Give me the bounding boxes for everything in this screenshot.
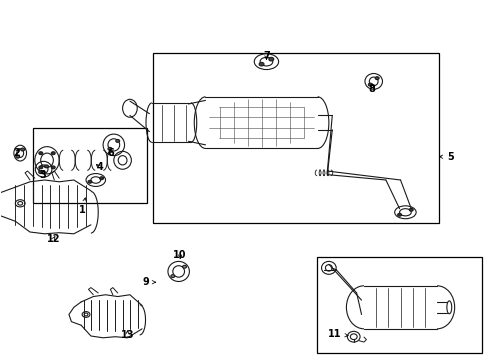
Ellipse shape xyxy=(367,83,371,86)
Ellipse shape xyxy=(259,62,264,66)
Ellipse shape xyxy=(170,275,174,278)
Text: 11: 11 xyxy=(327,329,347,339)
Ellipse shape xyxy=(100,177,103,180)
Text: 2: 2 xyxy=(13,148,20,158)
Text: 9: 9 xyxy=(142,277,155,287)
Text: 1: 1 xyxy=(79,198,86,216)
Ellipse shape xyxy=(16,155,20,158)
Ellipse shape xyxy=(39,171,42,174)
Text: 5: 5 xyxy=(439,152,453,162)
Text: 12: 12 xyxy=(46,234,60,244)
Ellipse shape xyxy=(408,208,412,211)
Ellipse shape xyxy=(374,77,378,80)
Ellipse shape xyxy=(39,166,42,169)
Ellipse shape xyxy=(108,147,112,150)
Text: 4: 4 xyxy=(96,162,103,172)
Ellipse shape xyxy=(182,265,186,268)
Text: 13: 13 xyxy=(121,330,134,340)
Text: 3: 3 xyxy=(39,170,46,180)
Bar xyxy=(33,128,147,203)
Bar xyxy=(153,53,438,223)
Ellipse shape xyxy=(268,57,273,61)
Ellipse shape xyxy=(51,152,55,154)
Ellipse shape xyxy=(88,180,92,183)
Text: 10: 10 xyxy=(173,250,186,260)
Ellipse shape xyxy=(44,165,48,168)
Bar xyxy=(316,257,482,353)
Ellipse shape xyxy=(39,152,42,154)
Text: 6: 6 xyxy=(107,148,114,158)
Ellipse shape xyxy=(51,166,55,169)
Text: 8: 8 xyxy=(368,84,375,94)
Ellipse shape xyxy=(116,139,120,142)
Ellipse shape xyxy=(397,213,401,216)
Ellipse shape xyxy=(20,148,24,151)
Text: 7: 7 xyxy=(263,51,269,61)
